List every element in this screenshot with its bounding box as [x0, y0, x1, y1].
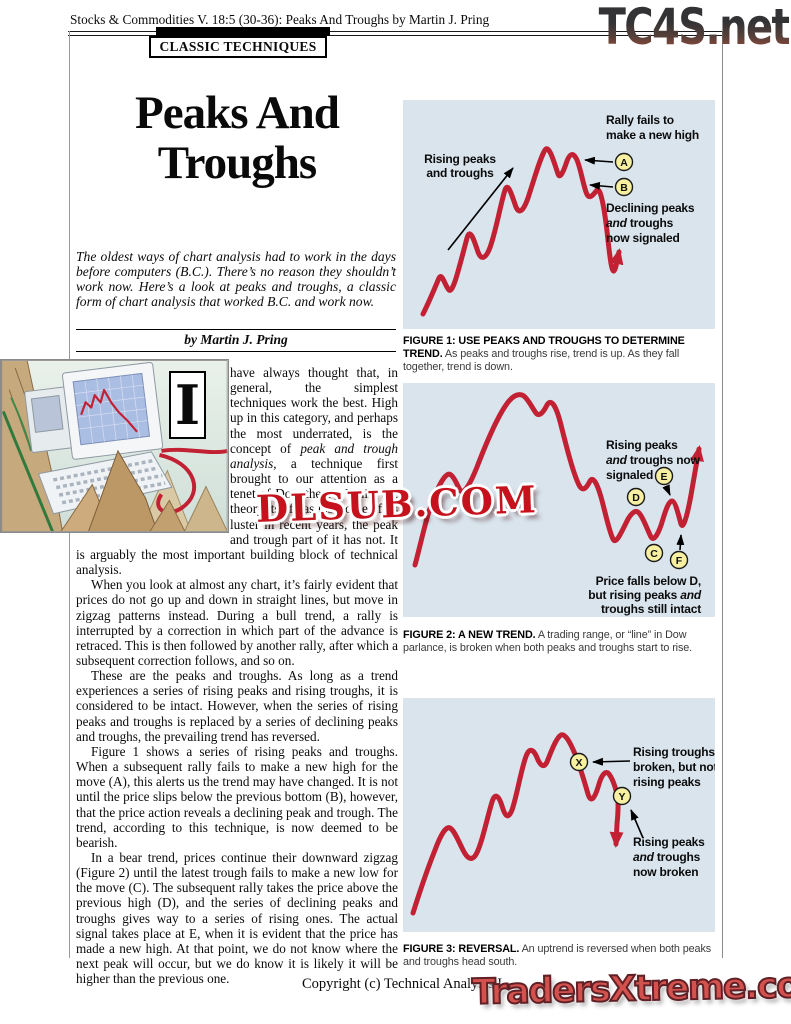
svg-text:X: X — [575, 757, 582, 769]
figure3-caption: FIGURE 3: REVERSAL. An uptrend is revers… — [403, 943, 712, 969]
page-header: Stocks & Commodities V. 18:5 (30-36): Pe… — [70, 12, 490, 27]
marker-b — [614, 177, 634, 197]
svg-text:now signaled: now signaled — [606, 231, 680, 245]
figure1-rising-label: Rising peaks — [424, 152, 496, 166]
svg-text:B: B — [620, 182, 628, 194]
figure2-signal-label: Rising peaks — [606, 438, 678, 452]
svg-text:make a new high: make a new high — [606, 128, 699, 142]
figure2-caption: FIGURE 2: A NEW TREND. A trading range, … — [403, 629, 693, 655]
marker-y — [612, 786, 632, 806]
drop-cap: I — [169, 371, 206, 439]
svg-text:and troughs now: and troughs now — [606, 453, 701, 467]
section-tag: CLASSIC TECHNIQUES — [149, 36, 327, 58]
dlsub-watermark: DLSUB.COM — [255, 477, 539, 531]
marker-a — [614, 152, 634, 172]
svg-text:rising peaks: rising peaks — [633, 775, 701, 789]
copyright-line: Copyright (c) Technical Analysis I — [302, 976, 503, 992]
figure3-price-line — [410, 732, 624, 916]
svg-text:and troughs: and troughs — [633, 850, 701, 864]
paragraph-2: When you look at almost any chart, it’s … — [76, 577, 398, 668]
tradersxtreme-watermark: TradersXtreme.com — [471, 964, 791, 1014]
figure1-chart: Rising peaks and troughs Rally fails to … — [403, 100, 715, 329]
site-logo-watermark: TC4S.net — [598, 0, 791, 56]
header-rule-bottom — [68, 35, 722, 36]
figure3-chart: X Y Rising troughs broken, but not risin… — [403, 698, 715, 932]
header-rule-top — [68, 31, 722, 32]
figure1-rally-label: Rally fails to — [606, 113, 674, 127]
svg-text:D: D — [632, 492, 640, 504]
paragraph-3: These are the peaks and troughs. As long… — [76, 668, 398, 744]
svg-text:and troughs: and troughs — [426, 166, 494, 180]
article-body: have always thought that, in general, th… — [76, 365, 398, 986]
paragraph-1: have always thought that, in general, th… — [76, 365, 398, 578]
marker-c — [644, 543, 664, 563]
svg-text:C: C — [650, 548, 658, 560]
marker-d — [626, 487, 646, 507]
svg-text:broken, but not: broken, but not — [633, 760, 715, 774]
right-column-rule — [722, 31, 723, 958]
figure1-declining-label: Declining peaks — [606, 201, 695, 215]
svg-text:now broken: now broken — [633, 865, 698, 879]
paragraph-4: Figure 1 shows a series of rising peaks … — [76, 743, 398, 850]
svg-text:and troughs: and troughs — [606, 216, 674, 230]
figure3-y-label: Rising peaks — [633, 835, 705, 849]
article-intro: The oldest ways of chart analysis had to… — [76, 249, 396, 309]
figure1-trend-arrow — [447, 167, 514, 251]
figure1-caption: FIGURE 1: USE PEAKS AND TROUGHS TO DETER… — [403, 335, 685, 374]
byline: by Martin J. Pring — [76, 329, 396, 352]
figure2-price-line — [412, 392, 704, 568]
article-title-line1: Peaks And — [135, 87, 340, 139]
paragraph-5: In a bear trend, prices continue their d… — [76, 850, 398, 987]
figure2-price-label: Price falls below D, — [596, 574, 701, 588]
svg-text:F: F — [676, 555, 683, 567]
svg-text:E: E — [660, 471, 667, 483]
section-tag-bar — [156, 27, 330, 36]
article-title-line2: Troughs — [157, 137, 317, 189]
marker-x — [569, 752, 589, 772]
svg-text:troughs still intact: troughs still intact — [601, 602, 701, 616]
article-title: Peaks And Troughs — [76, 88, 398, 188]
marker-f — [669, 550, 689, 570]
figure2-chart: Rising peaks and troughs now signaled D … — [403, 383, 715, 617]
figure1-price-line — [420, 146, 624, 317]
figure3-x-label: Rising troughs — [633, 745, 715, 759]
svg-text:signaled: signaled — [606, 468, 653, 482]
svg-text:but rising peaks and: but rising peaks and — [588, 588, 702, 602]
svg-text:A: A — [620, 157, 628, 169]
svg-text:Y: Y — [618, 791, 625, 803]
